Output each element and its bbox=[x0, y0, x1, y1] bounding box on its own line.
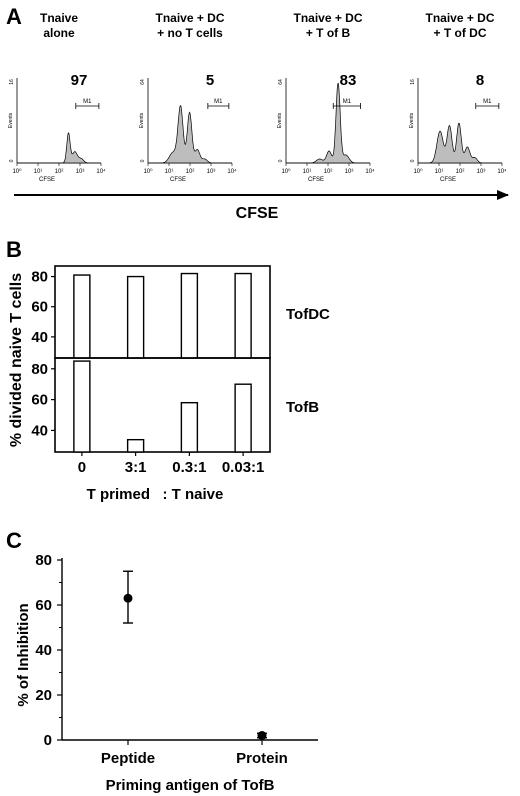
histogram-x-tick-label: 10⁴ bbox=[96, 168, 106, 175]
panel-b-x-tick-label: 3:1 bbox=[125, 459, 147, 476]
panel-b-bar bbox=[180, 272, 199, 359]
panel-b-bar bbox=[73, 360, 91, 453]
histogram-curve bbox=[17, 132, 101, 164]
histogram-gate-label: M1 bbox=[483, 99, 492, 105]
histogram-x-tick-label: 10⁰ bbox=[413, 168, 423, 175]
panel-c-y-tick-label: 0 bbox=[44, 732, 52, 749]
histogram-x-tick-label: 10³ bbox=[207, 169, 216, 175]
histogram-events-label: Events bbox=[409, 112, 415, 128]
histogram-gate-label: M1 bbox=[214, 99, 223, 105]
histogram-x-label: CFSE bbox=[39, 177, 55, 183]
panel-b-y-tick-label: 40 bbox=[31, 329, 48, 346]
panel-b-series-label: TofB bbox=[286, 399, 319, 416]
panel-b-bar-chart: 40 60 80 TofDC 40 60 80 TofB 0 3:1 0.3:1 0.03:1 bbox=[31, 265, 330, 476]
histogram-x-tick-label: 10¹ bbox=[34, 169, 43, 175]
panel-b-y-tick-label: 80 bbox=[31, 361, 48, 378]
panel-b-y-tick-label: 60 bbox=[31, 299, 48, 316]
panel-c-y-tick-label: 40 bbox=[35, 642, 52, 659]
histogram-ymax-label: 64 bbox=[278, 79, 284, 85]
histogram-x-tick-label: 10³ bbox=[76, 169, 85, 175]
panel-c-x-axis-label: Priming antigen of TofB bbox=[106, 777, 275, 794]
panel-b-bar bbox=[234, 272, 252, 359]
histogram-title-line: + T of B bbox=[306, 26, 351, 40]
histogram-curve bbox=[148, 105, 232, 164]
histogram-x-tick-label: 10⁰ bbox=[281, 168, 291, 175]
histogram-percent-label: 83 bbox=[340, 72, 357, 89]
histogram-percent-label: 8 bbox=[476, 72, 484, 89]
histogram-x-label: CFSE bbox=[170, 177, 186, 183]
histogram-x-tick-label: 10¹ bbox=[435, 169, 444, 175]
histogram-ymin-label: 0 bbox=[140, 159, 146, 162]
panel-c-data-point bbox=[123, 593, 133, 603]
histogram-title-line: + T of DC bbox=[434, 26, 487, 40]
histogram-percent-label: 5 bbox=[206, 72, 214, 89]
histogram-ymax-label: 64 bbox=[140, 79, 146, 85]
histogram-events-label: Events bbox=[277, 112, 283, 128]
histogram-curve bbox=[418, 122, 502, 164]
histogram-x-tick-label: 10² bbox=[55, 169, 64, 175]
panel-label-b: B bbox=[6, 237, 22, 262]
panel-b-x-tick-label: 0.03:1 bbox=[222, 459, 265, 476]
histogram-x-tick-label: 10⁴ bbox=[227, 168, 237, 175]
histogram-title-line: alone bbox=[43, 26, 75, 40]
panel-b-x-tick-label: 0 bbox=[78, 459, 86, 476]
histogram-x-tick-label: 10¹ bbox=[303, 169, 312, 175]
histogram-x-tick-label: 10⁴ bbox=[497, 168, 507, 175]
panel-b-y-tick-label: 40 bbox=[31, 422, 48, 439]
histogram-gate-label: M1 bbox=[83, 99, 92, 105]
histogram-x-label: CFSE bbox=[440, 177, 456, 183]
histogram-x-tick-label: 10⁰ bbox=[143, 168, 153, 175]
histogram-title-line: + no T cells bbox=[157, 26, 223, 40]
panel-label-a: A bbox=[6, 4, 22, 29]
histogram-curve bbox=[286, 82, 370, 164]
histogram-x-tick-label: 10² bbox=[456, 169, 465, 175]
panel-b-x-axis-label: T primed : T naive bbox=[87, 486, 224, 503]
histogram-ymax-label: 16 bbox=[9, 79, 15, 85]
panel-c-data-point bbox=[257, 731, 267, 740]
panel-b-bar bbox=[234, 383, 252, 453]
histogram-title-line: Tnaive + DC bbox=[155, 11, 224, 25]
histogram-gate-label: M1 bbox=[343, 99, 352, 105]
panel-b-x-tick-label: 0.3:1 bbox=[172, 459, 206, 476]
panel-b-bar bbox=[180, 401, 199, 453]
panel-b-bar bbox=[126, 275, 145, 359]
histogram-x-tick-label: 10¹ bbox=[165, 169, 174, 175]
panel-c-y-tick-label: 20 bbox=[35, 687, 52, 704]
histogram-x-tick-label: 10² bbox=[186, 169, 195, 175]
panel-c-x-tick-label: Protein bbox=[236, 750, 288, 767]
panel-c-y-tick-label: 60 bbox=[35, 597, 52, 614]
histogram-x-tick-label: 10⁴ bbox=[365, 168, 375, 175]
panel-b-bar bbox=[126, 438, 145, 453]
histogram-x-tick-label: 10³ bbox=[345, 169, 354, 175]
panel-c-y-axis-label: % of Inhibition bbox=[15, 603, 32, 706]
cfse-axis-label: CFSE bbox=[236, 205, 279, 222]
histogram-x-label: CFSE bbox=[308, 177, 324, 183]
histogram-ymin-label: 0 bbox=[410, 159, 416, 162]
panel-b-frame bbox=[54, 357, 271, 453]
histogram-x-tick-label: 10³ bbox=[477, 169, 486, 175]
panel-b-bar bbox=[73, 274, 91, 359]
histogram-events-label: Events bbox=[8, 112, 14, 128]
histogram-x-tick-label: 10² bbox=[324, 169, 333, 175]
histogram-title-line: Tnaive bbox=[40, 11, 78, 25]
histogram-x-tick-label: 10⁰ bbox=[12, 168, 22, 175]
panel-c-scatter-chart: 0 20 40 60 80 Peptide Protein bbox=[35, 552, 318, 767]
histogram-ymax-label: 16 bbox=[410, 79, 416, 85]
panel-label-c: C bbox=[6, 528, 22, 553]
panel-b-y-tick-label: 80 bbox=[31, 269, 48, 286]
histogram-percent-label: 97 bbox=[71, 72, 88, 89]
panel-c-y-tick-label: 80 bbox=[35, 552, 52, 569]
histogram-ymin-label: 0 bbox=[278, 159, 284, 162]
histogram-ymin-label: 0 bbox=[9, 159, 15, 162]
histogram-title-line: Tnaive + DC bbox=[293, 11, 362, 25]
panel-b-y-axis-label: % divided naive T cells bbox=[8, 273, 25, 447]
histogram-title-line: Tnaive + DC bbox=[425, 11, 494, 25]
histogram-events-label: Events bbox=[139, 112, 145, 128]
panel-b-y-tick-label: 60 bbox=[31, 392, 48, 409]
panel-c-x-tick-label: Peptide bbox=[101, 750, 155, 767]
panel-b-series-label: TofDC bbox=[286, 306, 330, 323]
